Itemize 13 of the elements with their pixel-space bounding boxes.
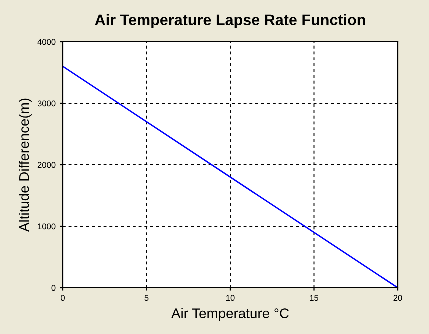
y-tick-label: 4000 <box>38 39 56 46</box>
x-axis-title: Air Temperature °C <box>172 308 289 322</box>
chart-title: Air Temperature Lapse Rate Function <box>95 14 366 29</box>
y-tick-label: 2000 <box>38 162 56 168</box>
x-tick-label: 20 <box>394 295 402 302</box>
y-tick-label: 3000 <box>38 100 56 107</box>
x-tick-label: 10 <box>226 295 235 302</box>
y-tick-label: 1000 <box>38 224 56 230</box>
y-axis-title: Altitude Difference(m) <box>19 98 32 232</box>
x-tick-label: 0 <box>61 295 65 302</box>
y-tick-label: 0 <box>52 285 56 292</box>
x-tick-label: 5 <box>144 295 149 302</box>
x-tick-label: 15 <box>310 295 319 302</box>
